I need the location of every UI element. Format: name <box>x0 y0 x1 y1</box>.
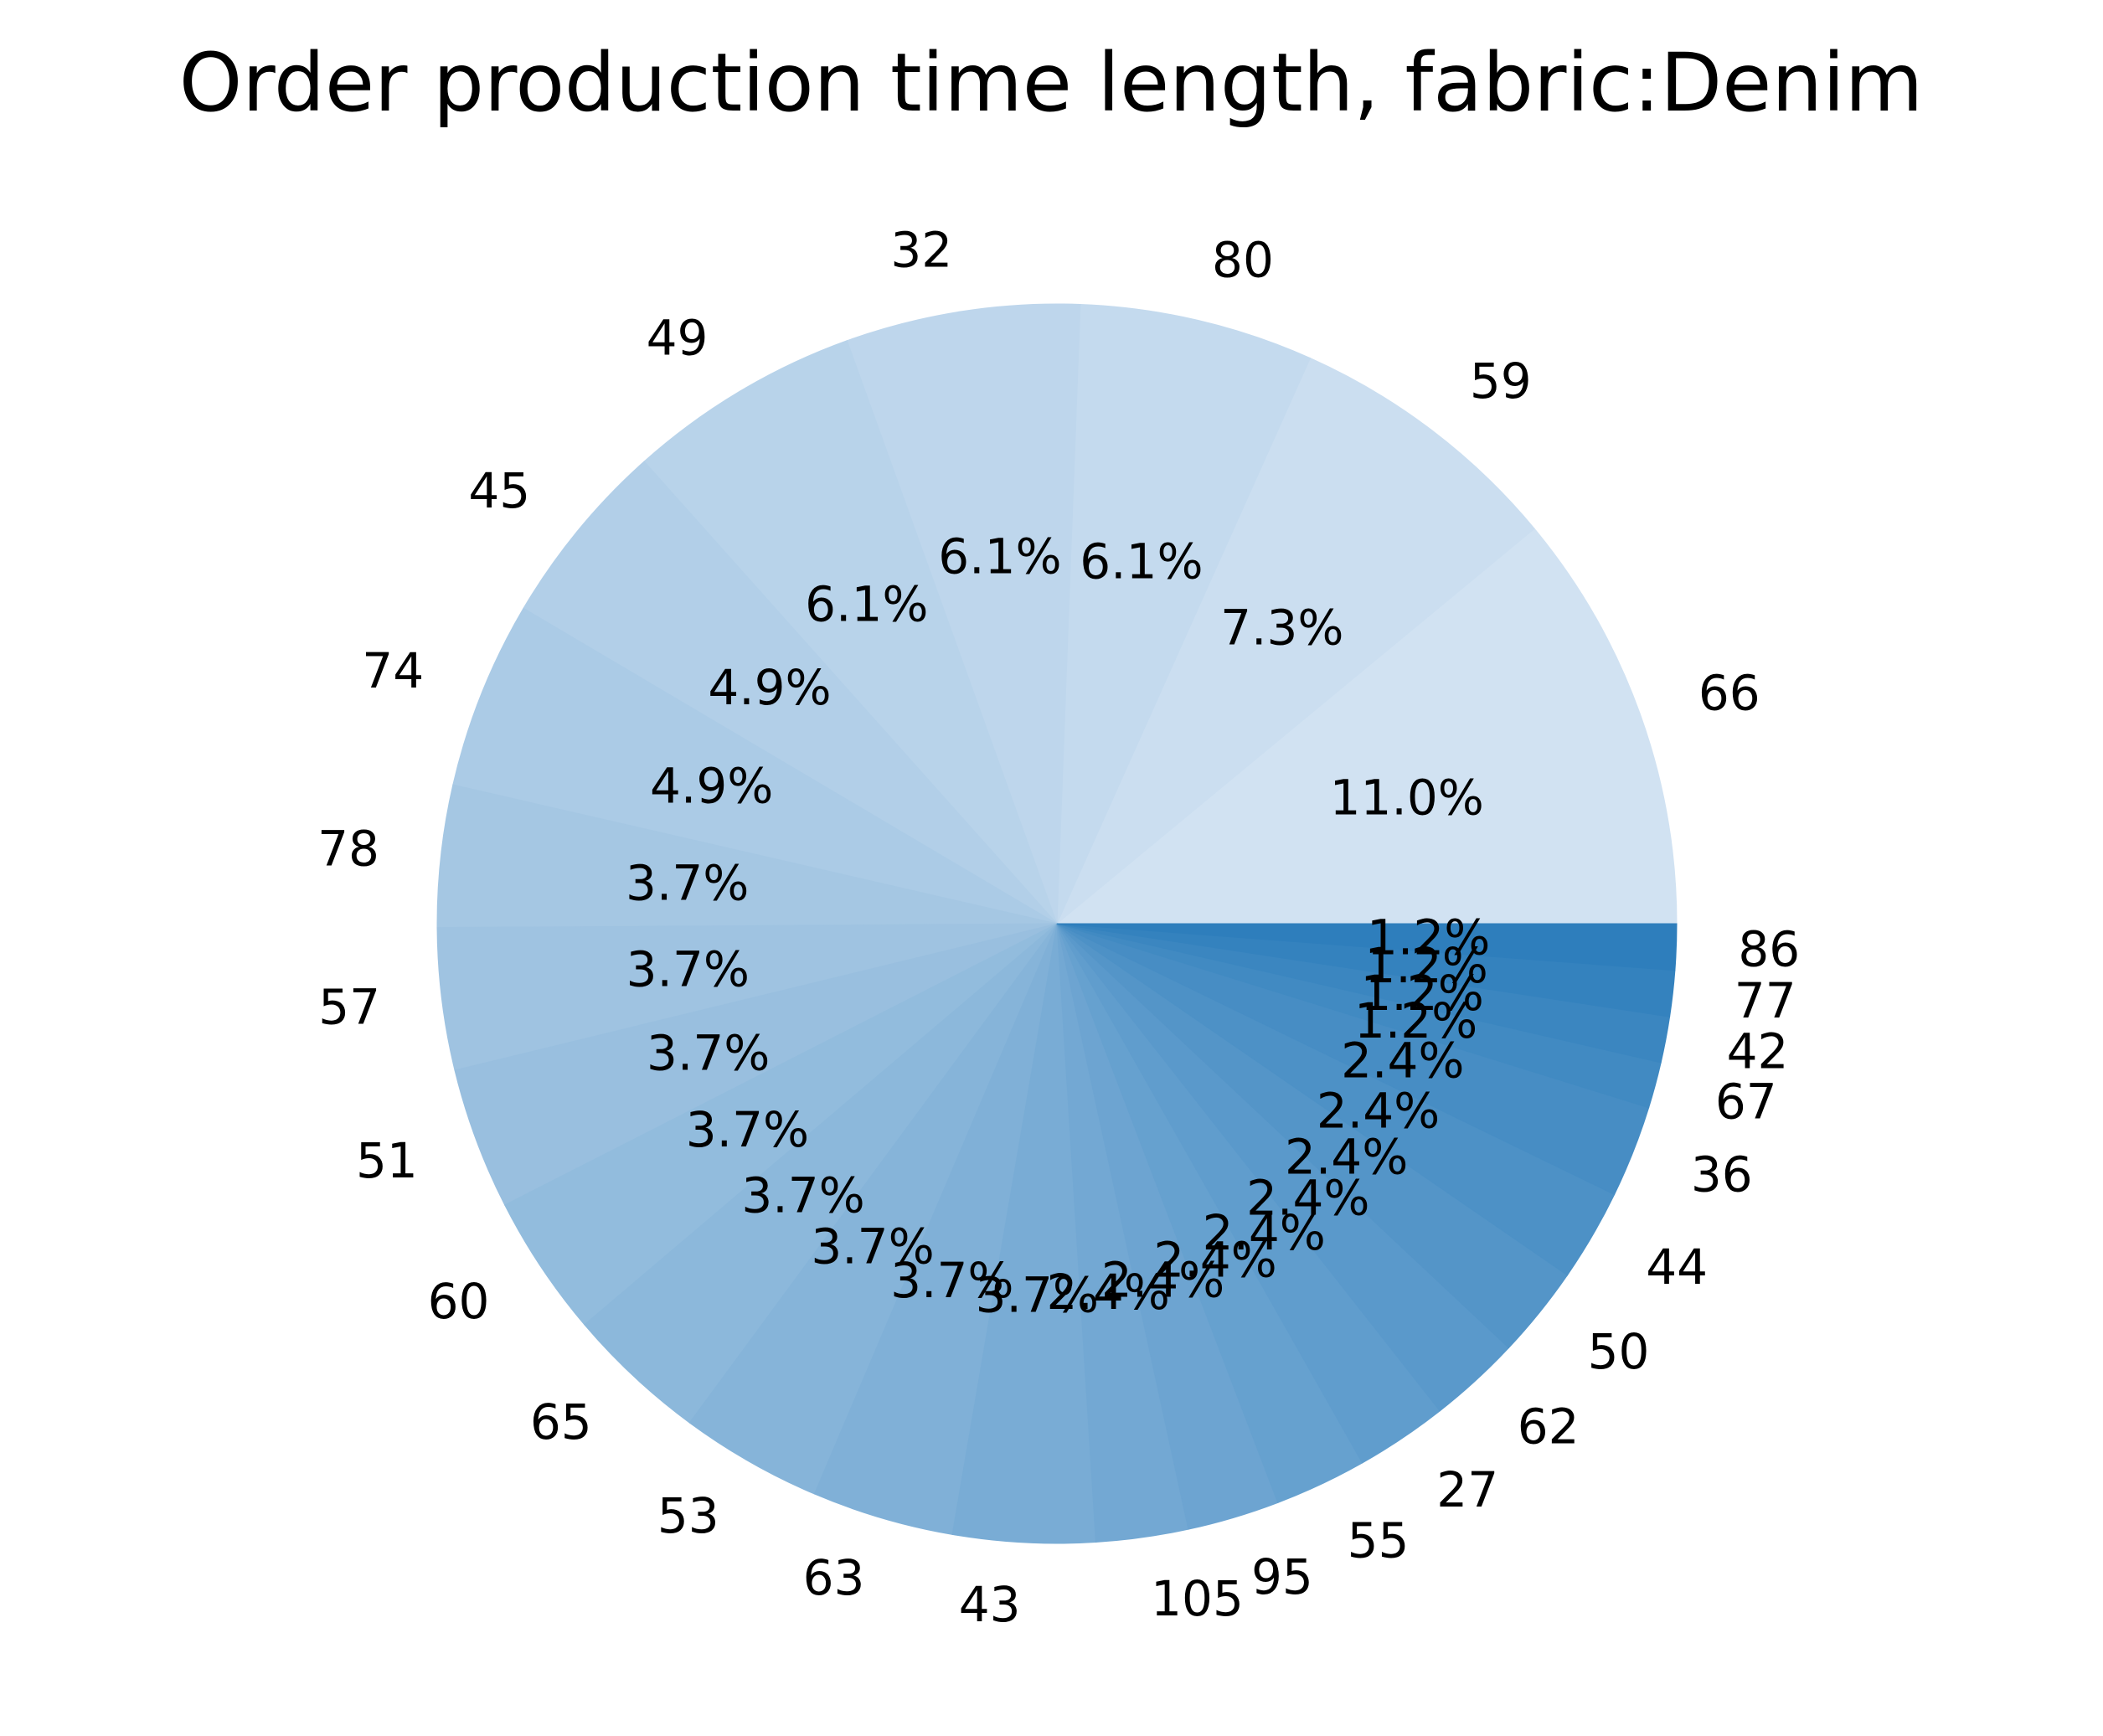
slice-label-57: 57 <box>318 978 380 1035</box>
percent-label-53: 3.7% <box>811 1218 934 1275</box>
percent-label-57: 3.7% <box>626 940 750 997</box>
percent-label-44: 2.4% <box>1317 1083 1440 1140</box>
slice-label-42: 42 <box>1727 1023 1789 1080</box>
slice-label-65: 65 <box>530 1393 592 1450</box>
slice-label-78: 78 <box>317 821 379 878</box>
percent-label-80: 6.1% <box>1080 533 1203 590</box>
percent-label-95: 2.4% <box>1101 1252 1224 1309</box>
percent-label-55: 2.4% <box>1153 1232 1276 1289</box>
percent-label-36: 2.4% <box>1341 1032 1464 1089</box>
percent-labels: 11.0%7.3%6.1%6.1%6.1%4.9%4.9%3.7%3.7%3.7… <box>626 528 1490 1323</box>
percent-label-105: 2.4% <box>1047 1264 1170 1321</box>
percent-label-42: 1.2% <box>1360 965 1483 1022</box>
percent-label-27: 2.4% <box>1203 1204 1326 1261</box>
pie-slice-49 <box>643 340 1058 925</box>
pie-slice-86 <box>1056 923 1678 971</box>
percent-label-45: 4.9% <box>708 659 831 716</box>
percent-label-63: 3.7% <box>890 1252 1013 1309</box>
slice-labels: 66 59 80 32 49 45 74 78 57 51 60 65 53 63 43 105 95 55 27 6… <box>317 222 1800 1633</box>
slice-label-105: 105 <box>1151 1570 1244 1627</box>
slice-label-49: 49 <box>647 310 709 367</box>
slice-label-63: 63 <box>803 1549 865 1606</box>
pie-slice-74 <box>452 607 1058 925</box>
slice-label-66: 66 <box>1698 664 1760 721</box>
slice-label-59: 59 <box>1470 353 1532 410</box>
percent-label-59: 7.3% <box>1220 600 1343 657</box>
pie-slice-45 <box>523 461 1058 925</box>
slice-label-43: 43 <box>959 1576 1021 1633</box>
percent-label-60: 3.7% <box>686 1101 809 1158</box>
slice-label-27: 27 <box>1436 1461 1498 1518</box>
slice-label-32: 32 <box>890 222 952 279</box>
slice-label-80: 80 <box>1212 231 1274 288</box>
slice-label-86: 86 <box>1738 921 1800 978</box>
percent-label-78: 3.7% <box>626 854 749 911</box>
percent-label-66: 11.0% <box>1330 770 1484 827</box>
percent-label-86: 1.2% <box>1367 909 1490 966</box>
chart-title: Order production time length, fabric:Den… <box>179 36 1924 130</box>
slice-label-44: 44 <box>1646 1239 1708 1296</box>
percent-label-49: 6.1% <box>805 576 928 633</box>
slice-label-60: 60 <box>428 1273 490 1330</box>
slice-label-50: 50 <box>1588 1323 1650 1380</box>
pie-slice-66 <box>1055 528 1678 925</box>
slice-label-77: 77 <box>1734 972 1796 1029</box>
percent-label-74: 4.9% <box>650 757 773 814</box>
percent-label-50: 2.4% <box>1285 1129 1408 1186</box>
percent-label-77: 1.2% <box>1364 937 1487 994</box>
slice-label-62: 62 <box>1518 1398 1580 1455</box>
slice-label-45: 45 <box>468 462 530 519</box>
pie-slices <box>436 303 1678 1544</box>
percent-label-62: 2.4% <box>1246 1169 1369 1226</box>
slice-label-36: 36 <box>1691 1146 1753 1203</box>
percent-label-43: 3.7% <box>976 1266 1099 1323</box>
percent-label-32: 6.1% <box>938 528 1061 585</box>
slice-label-55: 55 <box>1348 1512 1410 1569</box>
slice-label-53: 53 <box>657 1487 719 1544</box>
slice-label-74: 74 <box>362 642 424 699</box>
pie-slice-32 <box>846 303 1081 925</box>
slice-label-95: 95 <box>1251 1548 1313 1605</box>
percent-label-51: 3.7% <box>647 1024 770 1081</box>
slice-label-67: 67 <box>1715 1073 1777 1130</box>
pie-slice-59 <box>1056 357 1535 925</box>
slice-label-51: 51 <box>356 1132 418 1189</box>
percent-label-65: 3.7% <box>741 1167 864 1224</box>
pie-slice-80 <box>1056 304 1312 925</box>
percent-label-67: 1.2% <box>1354 992 1477 1049</box>
